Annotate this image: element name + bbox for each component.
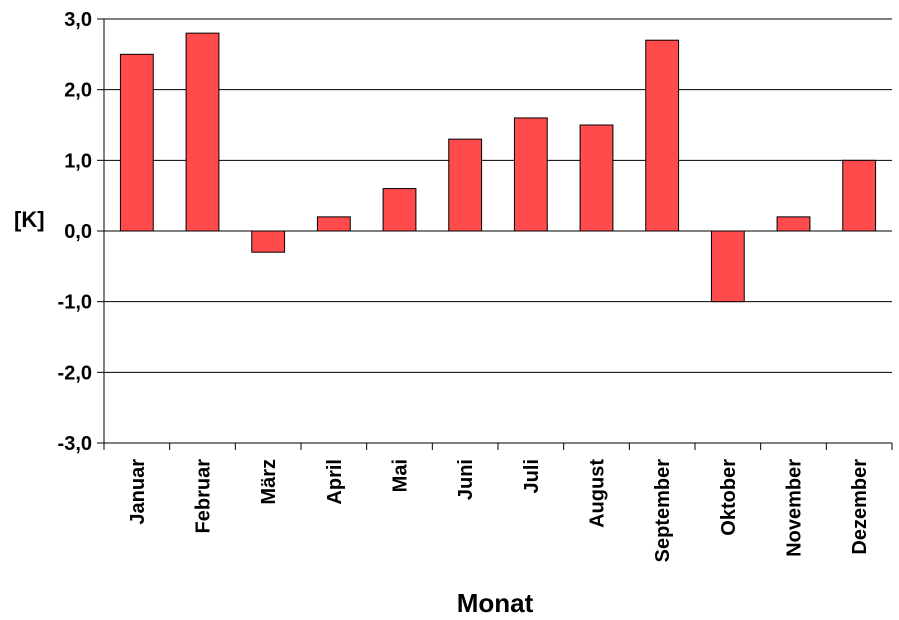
x-category-label: Juni: [455, 459, 477, 500]
bar-mai: [382, 188, 417, 232]
x-category-label: August: [587, 459, 609, 528]
y-tick-label: 3,0: [64, 9, 92, 31]
bar-august: [579, 124, 614, 232]
x-category-labels: Januar Februar März April Mai Juni Juli August S…: [127, 459, 871, 563]
y-axis-label: [K]: [14, 207, 45, 232]
x-category-label: Dezember: [849, 459, 871, 555]
bars: [119, 32, 877, 303]
x-category-label: Februar: [193, 459, 215, 534]
bar-november: [776, 216, 811, 232]
axes: [97, 18, 893, 450]
y-tick-label: 0,0: [64, 221, 92, 243]
x-axis-label: Monat: [457, 588, 534, 618]
bar-juni: [448, 138, 483, 232]
y-tick-label: -2,0: [58, 362, 92, 384]
x-category-label: Juli: [521, 459, 543, 493]
bar-juli: [513, 117, 548, 232]
x-category-label: Januar: [127, 459, 149, 525]
x-category-label: März: [258, 459, 280, 505]
x-category-label: Oktober: [718, 459, 740, 536]
y-tick-label: 2,0: [64, 80, 92, 102]
bar-dezember: [842, 159, 877, 232]
x-category-label: Mai: [390, 459, 412, 492]
bar-september: [645, 39, 680, 232]
y-tick-label: 1,0: [64, 150, 92, 172]
bar-april: [316, 216, 351, 232]
y-tick-label: -1,0: [58, 292, 92, 314]
bar-februar: [185, 32, 220, 232]
y-tick-labels: 3,0 2,0 1,0 0,0 -1,0 -2,0 -3,0: [58, 9, 92, 455]
x-category-label: September: [652, 459, 674, 563]
bar-märz: [251, 230, 286, 253]
x-category-label: April: [324, 459, 346, 505]
gridlines: [104, 18, 892, 444]
y-tick-label: -3,0: [58, 433, 92, 455]
bar-oktober: [710, 230, 745, 303]
bar-januar: [119, 53, 154, 232]
x-category-label: November: [784, 459, 806, 557]
